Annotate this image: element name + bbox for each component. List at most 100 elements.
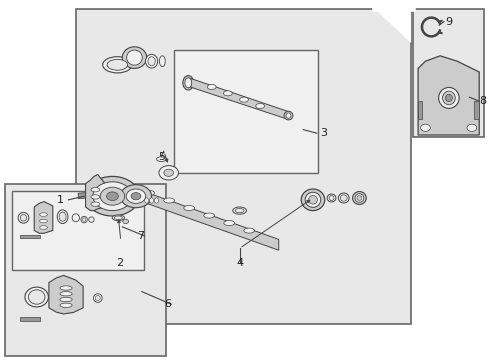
Ellipse shape [40, 226, 47, 229]
Ellipse shape [183, 76, 193, 90]
Bar [76, 9, 410, 324]
Text: 9: 9 [444, 17, 451, 27]
Text: 4: 4 [236, 258, 243, 268]
Bar [12, 191, 144, 270]
Polygon shape [49, 275, 83, 314]
Ellipse shape [356, 196, 361, 200]
Text: 6: 6 [164, 299, 171, 309]
Ellipse shape [445, 94, 451, 102]
Ellipse shape [328, 195, 333, 201]
Polygon shape [34, 202, 53, 233]
Ellipse shape [112, 215, 124, 221]
Ellipse shape [340, 195, 346, 201]
Polygon shape [142, 191, 278, 250]
Polygon shape [374, 9, 410, 43]
Ellipse shape [338, 193, 348, 203]
Ellipse shape [239, 97, 248, 102]
Ellipse shape [93, 294, 102, 302]
Ellipse shape [107, 59, 127, 70]
Ellipse shape [20, 215, 26, 221]
Bar [173, 50, 317, 173]
Ellipse shape [102, 57, 132, 73]
Ellipse shape [438, 87, 458, 108]
Circle shape [159, 166, 178, 180]
Polygon shape [20, 235, 40, 238]
Ellipse shape [18, 212, 29, 223]
Ellipse shape [203, 213, 214, 218]
Ellipse shape [143, 190, 154, 195]
Circle shape [93, 182, 132, 211]
Bar [5, 184, 166, 356]
Ellipse shape [25, 287, 48, 307]
Ellipse shape [224, 221, 234, 226]
Ellipse shape [154, 198, 158, 203]
Ellipse shape [57, 210, 68, 224]
Ellipse shape [149, 198, 153, 203]
Text: 2: 2 [116, 258, 123, 268]
Ellipse shape [308, 195, 317, 204]
Ellipse shape [114, 216, 122, 220]
Ellipse shape [60, 286, 72, 290]
Polygon shape [417, 56, 478, 135]
Polygon shape [20, 317, 40, 321]
Text: 5: 5 [158, 152, 164, 162]
Circle shape [131, 193, 141, 200]
Circle shape [420, 124, 429, 131]
Ellipse shape [235, 208, 244, 213]
Circle shape [122, 219, 128, 224]
Ellipse shape [244, 228, 254, 233]
Ellipse shape [28, 290, 45, 304]
Ellipse shape [95, 296, 100, 301]
Ellipse shape [89, 217, 94, 222]
Ellipse shape [91, 195, 100, 199]
Polygon shape [85, 175, 105, 211]
Circle shape [100, 187, 124, 205]
Circle shape [163, 169, 173, 176]
Polygon shape [417, 101, 421, 119]
Circle shape [126, 189, 145, 203]
Ellipse shape [354, 194, 363, 202]
Ellipse shape [40, 219, 47, 223]
Ellipse shape [183, 206, 194, 211]
Ellipse shape [60, 297, 72, 302]
Ellipse shape [285, 113, 290, 118]
Ellipse shape [144, 198, 148, 203]
Ellipse shape [60, 303, 72, 307]
Polygon shape [190, 78, 288, 120]
Text: 1: 1 [57, 195, 63, 205]
Ellipse shape [126, 50, 142, 65]
Ellipse shape [352, 192, 366, 204]
Ellipse shape [59, 212, 66, 221]
Ellipse shape [223, 91, 232, 96]
Ellipse shape [60, 292, 72, 296]
Ellipse shape [442, 91, 454, 105]
Ellipse shape [91, 188, 100, 192]
Ellipse shape [91, 202, 100, 206]
Polygon shape [473, 101, 478, 119]
Ellipse shape [81, 216, 87, 223]
Polygon shape [78, 193, 85, 199]
Circle shape [120, 185, 151, 208]
Ellipse shape [147, 57, 155, 66]
Ellipse shape [159, 56, 165, 67]
Ellipse shape [72, 214, 79, 222]
Ellipse shape [156, 157, 166, 161]
Ellipse shape [184, 78, 191, 88]
Text: 3: 3 [320, 128, 326, 138]
Ellipse shape [122, 47, 146, 68]
Bar [412, 9, 483, 137]
Ellipse shape [301, 189, 324, 211]
Ellipse shape [163, 198, 174, 203]
Text: 7: 7 [137, 231, 144, 241]
Circle shape [466, 124, 476, 131]
Circle shape [106, 192, 118, 201]
Ellipse shape [82, 218, 86, 221]
Ellipse shape [207, 85, 216, 90]
Ellipse shape [232, 207, 246, 214]
Ellipse shape [255, 103, 264, 108]
Ellipse shape [284, 111, 292, 120]
Ellipse shape [145, 54, 157, 68]
Circle shape [85, 176, 139, 216]
Ellipse shape [305, 192, 320, 207]
Text: 8: 8 [478, 96, 486, 106]
